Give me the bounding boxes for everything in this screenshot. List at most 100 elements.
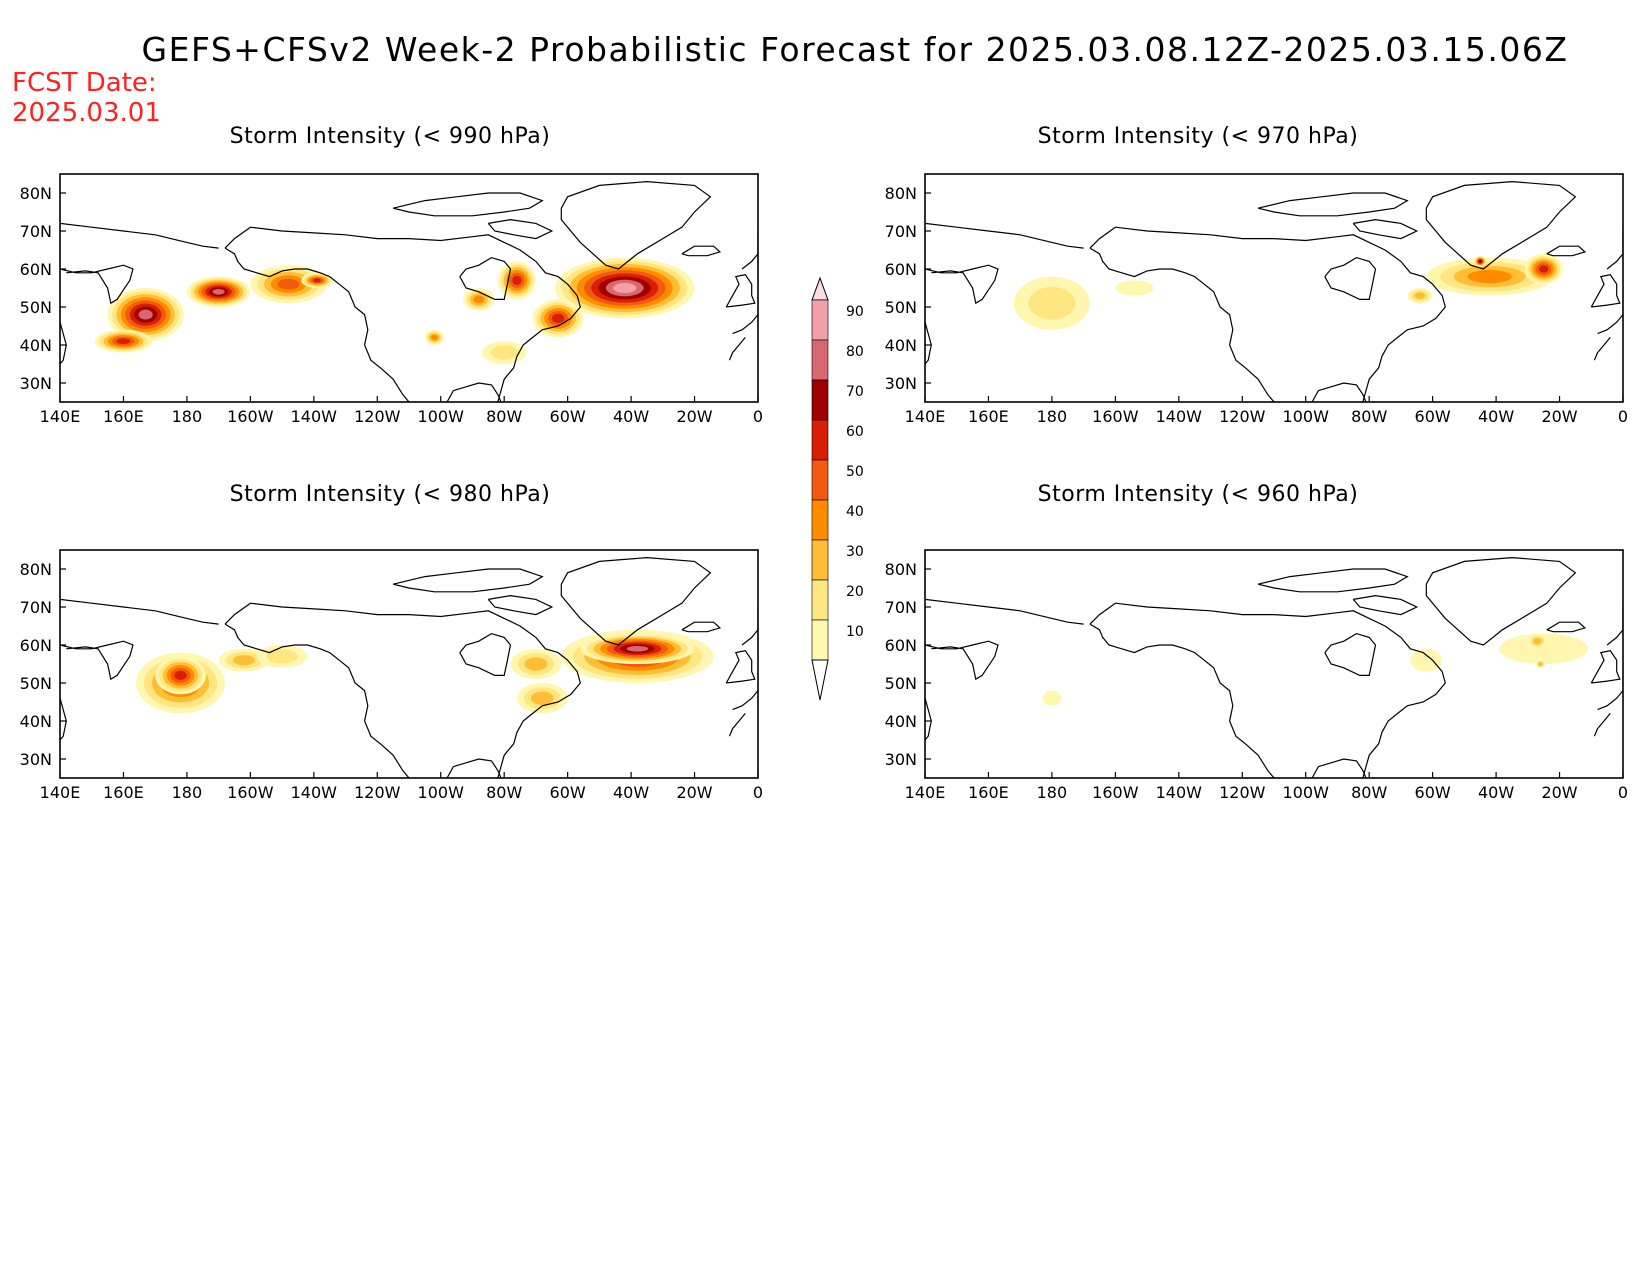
colorbar-top-arrow [811, 276, 829, 301]
map-panel-p980: 140E 160E 180 160W 140W 120W 100W 80W 60W 40W 20W 0… [20, 549, 763, 802]
coastline-p960-4 [1089, 602, 1446, 778]
lat-tick-label-p990-5: 30N [20, 374, 52, 393]
fcst-date-label: FCST Date: [12, 68, 157, 98]
lon-tick-label-p990-11: 0 [753, 407, 763, 426]
coastline-p970-9 [1352, 218, 1419, 240]
lon-tick-label-p980-0: 140E [40, 783, 81, 802]
coastline-p960-2 [925, 698, 932, 741]
lon-tick-label-p960-3: 160W [1092, 783, 1139, 802]
lon-tick-label-p960-4: 140W [1156, 783, 1203, 802]
coastline-p990-7 [560, 180, 712, 270]
coastline-p990-11 [725, 274, 756, 308]
colorbar-label-6: 30 [846, 544, 864, 560]
lon-tick-label-p990-3: 160W [227, 407, 274, 426]
coastline-p960-14 [1593, 713, 1611, 737]
panel-title-980: Storm Intensity (< 980 hPa) [229, 482, 551, 507]
panel-title-970: Storm Intensity (< 970 hPa) [1037, 124, 1359, 149]
coastline-p980-13 [732, 690, 758, 711]
lat-tick-label-p990-1: 70N [20, 222, 52, 241]
lon-tick-label-p980-1: 160E [103, 783, 144, 802]
prob-contour-p990-6-5 [551, 313, 565, 324]
lat-tick-label-p960-4: 40N [885, 712, 917, 731]
colorbar-swatch-0 [811, 299, 829, 341]
lon-tick-label-p970-6: 100W [1283, 407, 1330, 426]
coastline-p970-14 [1593, 337, 1611, 361]
colorbar-label-4: 50 [846, 464, 864, 480]
lon-tick-label-p980-9: 40W [613, 783, 649, 802]
map-frame-p980 [59, 549, 759, 779]
lon-tick-label-p960-2: 180 [1037, 783, 1068, 802]
colorbar-swatch-6 [811, 539, 829, 581]
coastline-p980-9 [487, 594, 554, 616]
lon-tick-label-p980-3: 160W [227, 783, 274, 802]
lon-tick-label-p980-4: 140W [291, 783, 338, 802]
colorbar-label-5: 40 [846, 504, 864, 520]
prob-contour-p980-5-7 [626, 645, 649, 652]
prob-contour-p980-3-1 [266, 649, 298, 664]
coastline-p960-0 [925, 598, 1084, 625]
lon-tick-label-p990-8: 60W [550, 407, 586, 426]
prob-contour-p980-7-2 [530, 691, 554, 705]
lat-tick-label-p990-3: 50N [20, 298, 52, 317]
lon-tick-label-p980-2: 180 [172, 783, 203, 802]
lon-tick-label-p980-10: 20W [676, 783, 712, 802]
lon-tick-label-p970-1: 160E [968, 407, 1009, 426]
fcst-date: FCST Date: 2025.03.01 [12, 68, 161, 128]
lon-tick-label-p980-11: 0 [753, 783, 763, 802]
coastline-p980-4 [224, 602, 581, 778]
lon-tick-label-p960-11: 0 [1618, 783, 1628, 802]
coastline-p960-8 [1257, 568, 1409, 593]
colorbar-label-7: 20 [846, 584, 864, 600]
prob-contour-p970-0-1 [1028, 286, 1076, 320]
prob-contour-p990-3-4 [277, 278, 300, 290]
prob-contour-p990-0-7 [138, 309, 153, 320]
prob-contour-p990-10-3 [431, 334, 438, 341]
prob-contour-p960-3-2 [1538, 662, 1543, 666]
lat-tick-label-p990-2: 60N [20, 260, 52, 279]
prob-contour-p990-4-5 [313, 278, 321, 283]
prob-contour-p990-9-1 [490, 345, 518, 360]
colorbar-label-2: 70 [846, 384, 864, 400]
lon-tick-label-p990-6: 100W [418, 407, 465, 426]
prob-contour-p980-1-5 [174, 670, 187, 681]
map-panel-p970: 140E 160E 180 160W 140W 120W 100W 80W 60W 40W 20W 0… [885, 173, 1628, 426]
coastline-p980-1 [60, 640, 134, 681]
lat-tick-label-p970-0: 80N [885, 184, 917, 203]
lat-tick-label-p960-3: 50N [885, 674, 917, 693]
lat-tick-label-p970-2: 60N [885, 260, 917, 279]
coastline-p970-6 [1311, 382, 1367, 402]
lon-tick-label-p980-6: 100W [418, 783, 465, 802]
prob-contour-p960-1-0 [1499, 633, 1589, 664]
lon-tick-label-p990-0: 140E [40, 407, 81, 426]
coastline-p970-12 [1606, 231, 1623, 270]
colorbar-swatch-5 [811, 499, 829, 541]
lon-tick-label-p960-6: 100W [1283, 783, 1330, 802]
coastline-p960-3 [1089, 623, 1275, 778]
coastline-p980-8 [392, 568, 544, 593]
lon-tick-label-p990-1: 160E [103, 407, 144, 426]
prob-contour-p970-1-0 [1115, 280, 1154, 296]
lon-tick-label-p960-1: 160E [968, 783, 1009, 802]
lon-tick-label-p990-10: 20W [676, 407, 712, 426]
lat-tick-label-p960-1: 70N [885, 598, 917, 617]
coastline-p990-13 [732, 314, 758, 335]
coastline-p980-6 [446, 758, 502, 778]
prob-contour-p980-2-2 [232, 655, 256, 666]
colorbar-bottom-arrow [811, 659, 829, 701]
coastline-p960-10 [1546, 621, 1587, 633]
coastline-p990-8 [392, 192, 544, 217]
coastline-p970-13 [1597, 314, 1623, 335]
coastline-p960-11 [1590, 650, 1621, 684]
map-panel-p960: 140E 160E 180 160W 140W 120W 100W 80W 60W 40W 20W 0… [885, 549, 1628, 802]
prob-contour-p990-5-5 [512, 275, 522, 286]
lon-tick-label-p970-10: 20W [1541, 407, 1577, 426]
coastline-p990-5 [459, 256, 512, 300]
coastline-p980-7 [560, 556, 712, 646]
coastline-p990-6 [446, 382, 502, 402]
lon-tick-label-p970-8: 60W [1415, 407, 1451, 426]
prob-contour-p970-3-5 [1539, 265, 1549, 273]
colorbar-swatch-2 [811, 379, 829, 421]
coastline-p990-10 [681, 245, 722, 257]
colorbar-label-0: 90 [846, 304, 864, 320]
coastline-p970-0 [925, 222, 1084, 249]
